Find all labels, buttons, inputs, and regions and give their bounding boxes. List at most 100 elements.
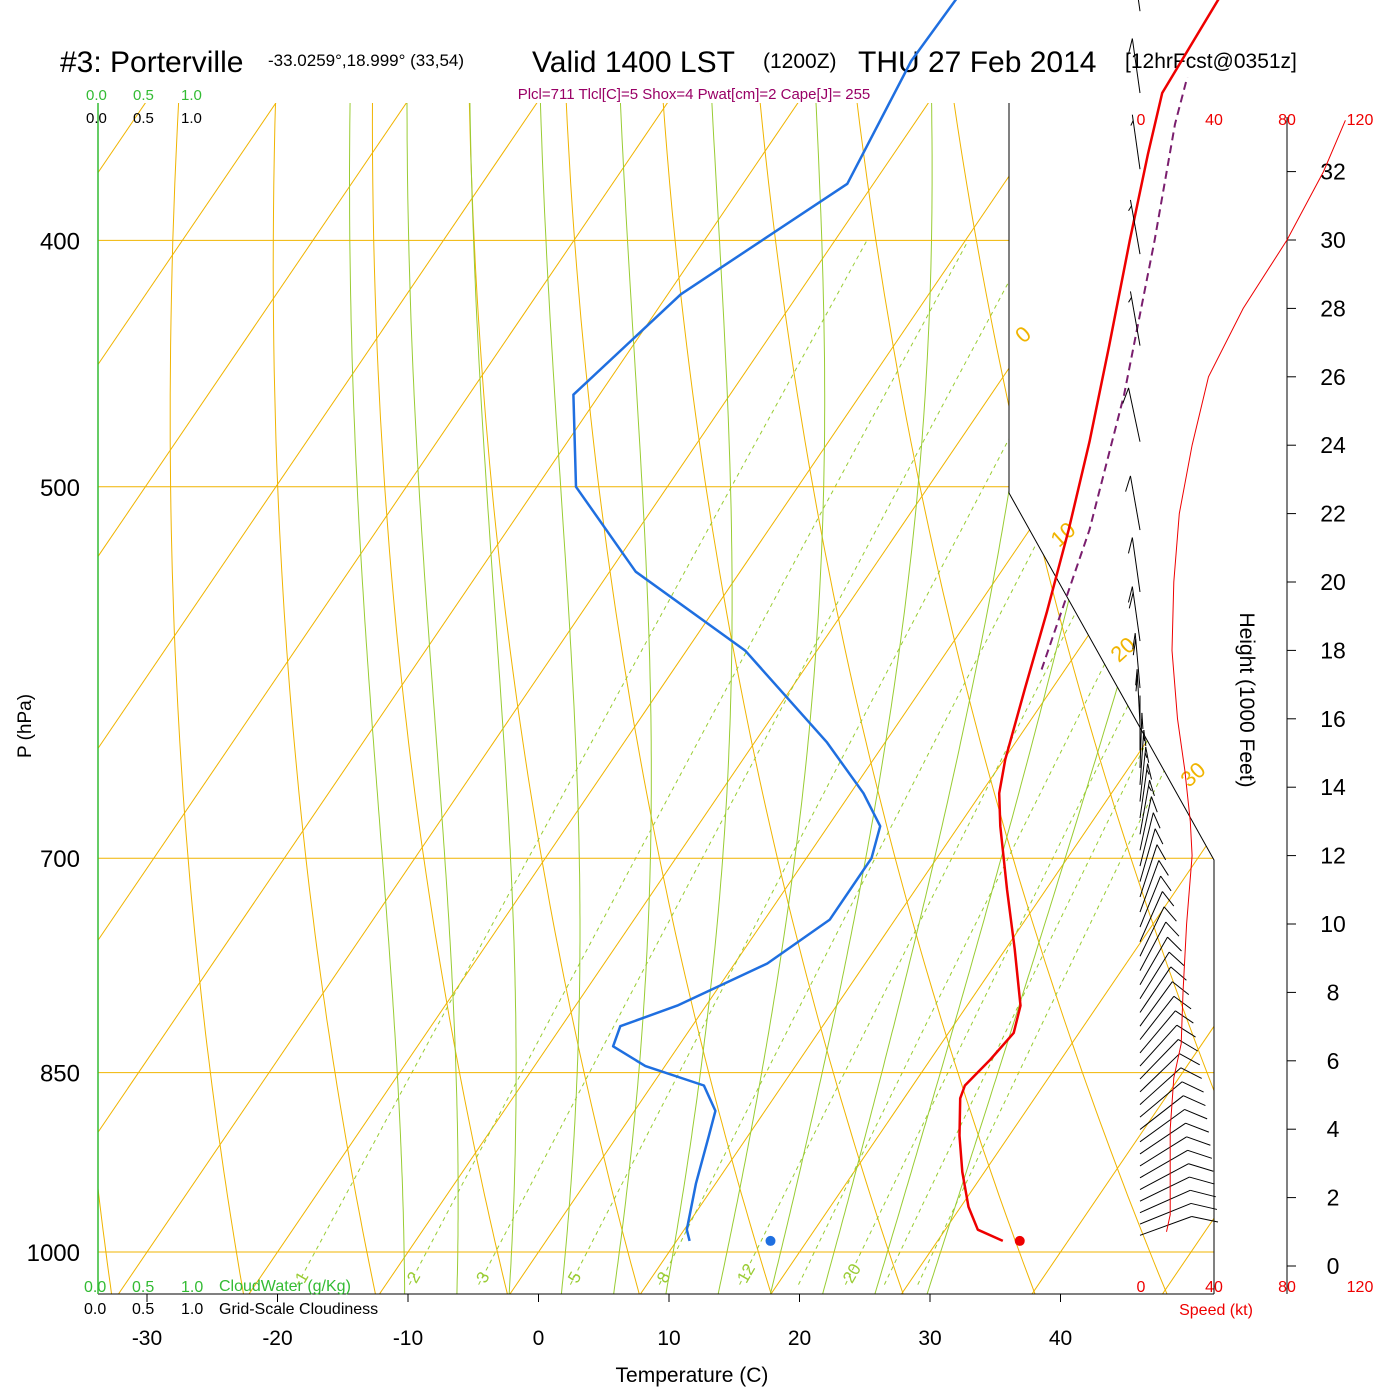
moist-adiabat-line bbox=[406, 103, 459, 1294]
wind-barb-feather bbox=[1185, 1122, 1209, 1133]
cloudiness-tick-top-2: 1.0 bbox=[181, 110, 202, 127]
valid-zulu: (1200Z) bbox=[763, 50, 837, 73]
wind-barb-feather bbox=[1142, 735, 1146, 742]
moist-adiabat-line bbox=[926, 103, 1214, 1294]
mixing-ratio-label: 2 bbox=[403, 1269, 424, 1287]
cloudiness-tick-top-1: 0.5 bbox=[133, 110, 154, 127]
wind-barb-shaft bbox=[1139, 1163, 1189, 1190]
wind-barb bbox=[1137, 0, 1141, 12]
cloudiness-tick-bottom-1: 0.5 bbox=[132, 1301, 154, 1318]
x-tick-label: 20 bbox=[788, 1327, 811, 1350]
wind-barb-shaft bbox=[1139, 828, 1156, 882]
wind-barb-shaft bbox=[1139, 891, 1163, 942]
wind-barb-shaft bbox=[1139, 1095, 1184, 1130]
wind-barb-shaft bbox=[1139, 1053, 1180, 1093]
wind-barb-shaft bbox=[1129, 291, 1141, 346]
x-tick-label: 0 bbox=[533, 1327, 545, 1350]
wind-barb-feather bbox=[1190, 1202, 1218, 1210]
dry-adiabat-line bbox=[1163, 103, 1214, 1294]
dry-adiabat-lines bbox=[98, 103, 1214, 1294]
wind-barb-feather bbox=[1135, 675, 1138, 692]
isotherm-label: 30 bbox=[1176, 757, 1211, 792]
dry-adiabat-line bbox=[467, 103, 641, 1294]
speed-tick-label-top: 120 bbox=[1347, 112, 1374, 129]
wind-barb bbox=[1125, 475, 1141, 531]
mixing-ratio-line bbox=[844, 240, 1214, 1285]
wind-barb bbox=[1139, 1163, 1214, 1190]
wind-barb bbox=[1139, 796, 1158, 851]
wind-barb bbox=[1139, 1109, 1208, 1143]
height-tick-label: 26 bbox=[1320, 364, 1346, 390]
wind-barb bbox=[1139, 906, 1177, 957]
wind-barb-shaft bbox=[1139, 796, 1152, 851]
wind-barb bbox=[1127, 586, 1141, 642]
height-tick-label: 0 bbox=[1327, 1253, 1340, 1279]
dry-adiabat-line bbox=[169, 103, 245, 1294]
wind-barb-shaft bbox=[1139, 936, 1168, 986]
speed-tick-label-bottom: 80 bbox=[1278, 1279, 1296, 1296]
height-tick-label: 24 bbox=[1320, 432, 1346, 458]
wind-barb bbox=[1139, 1176, 1215, 1202]
wind-barb-feather bbox=[1128, 297, 1132, 303]
wind-barb-feather bbox=[1172, 981, 1190, 995]
height-tick-label: 18 bbox=[1320, 637, 1346, 663]
isotherm-line bbox=[508, 103, 1214, 1294]
dry-adiabat-line bbox=[906, 103, 1214, 1294]
mixing-ratio-line bbox=[658, 240, 1194, 1285]
isotherm-line bbox=[98, 103, 1121, 1294]
wind-barb-feather bbox=[1141, 718, 1143, 724]
wind-barb-feather bbox=[1127, 38, 1133, 55]
height-tick-label: 32 bbox=[1320, 159, 1346, 185]
mixing-ratio-line bbox=[296, 240, 868, 1285]
speed-tick-label-top: 40 bbox=[1205, 112, 1223, 129]
wind-barb-feather bbox=[1186, 1136, 1211, 1146]
height-tick-label: 2 bbox=[1327, 1185, 1340, 1211]
isotherm-line bbox=[98, 103, 990, 1294]
height-tick-label: 16 bbox=[1320, 706, 1346, 732]
valid-time: Valid 1400 LST bbox=[532, 46, 735, 79]
wind-barb-feather bbox=[1179, 1053, 1200, 1066]
wind-barb-shaft bbox=[1139, 844, 1158, 898]
wind-barb-shaft bbox=[1139, 875, 1162, 928]
wind-barb bbox=[1139, 812, 1161, 867]
wind-barb-shaft bbox=[1139, 981, 1173, 1027]
cloudwater-tick-bottom-1: 0.5 bbox=[132, 1279, 154, 1296]
forecast-label: [12hrFcst@0351z] bbox=[1125, 50, 1297, 73]
wind-barb-feather bbox=[1156, 844, 1167, 861]
speed-tick-label-bottom: 0 bbox=[1137, 1279, 1146, 1296]
moist-adiabat-line bbox=[821, 103, 1059, 1294]
dry-adiabat-line bbox=[648, 103, 905, 1294]
wind-barb-feather bbox=[1135, 669, 1138, 686]
pressure-tick-label: 1000 bbox=[27, 1240, 80, 1267]
moist-adiabat-line bbox=[717, 103, 826, 1294]
isotherm-line bbox=[247, 103, 1214, 1294]
wind-barb-shaft bbox=[1139, 966, 1172, 1013]
speed-tick-label-bottom: 120 bbox=[1347, 1279, 1374, 1296]
wind-barb-feather bbox=[1148, 785, 1152, 792]
wind-barb-shaft bbox=[1139, 995, 1175, 1040]
sounding-indices: Plcl=711 Tlcl[C]=5 Shox=4 Pwat[cm]=2 Cap… bbox=[518, 86, 871, 103]
wind-barb-shaft bbox=[1139, 921, 1167, 971]
wind-barb-shaft bbox=[1139, 746, 1147, 802]
wind-barb-feather bbox=[1181, 1081, 1204, 1093]
wind-barb-feather bbox=[1167, 936, 1182, 952]
isotherm-line bbox=[98, 103, 729, 1294]
mixing-ratio-label: 3 bbox=[472, 1269, 493, 1287]
mixing-ratio-label: 20 bbox=[839, 1260, 865, 1286]
moist-adiabat-line bbox=[613, 103, 652, 1294]
wind-barb bbox=[1127, 537, 1141, 593]
isotherm-line bbox=[98, 103, 599, 1294]
wind-barb-shaft bbox=[1139, 780, 1151, 835]
wind-barb bbox=[1139, 936, 1182, 986]
pressure-tick-label: 850 bbox=[40, 1061, 80, 1088]
wind-barb-shaft bbox=[1139, 1109, 1185, 1143]
wind-barb bbox=[1130, 114, 1141, 170]
wind-barb bbox=[1139, 1122, 1209, 1155]
height-tick-label: 14 bbox=[1320, 774, 1346, 800]
wind-barb-feather bbox=[1190, 1189, 1216, 1198]
wind-barb bbox=[1139, 780, 1155, 835]
speed-tick-label-top: 0 bbox=[1137, 112, 1146, 129]
height-axis-title: Height (1000 Feet) bbox=[1235, 612, 1258, 787]
